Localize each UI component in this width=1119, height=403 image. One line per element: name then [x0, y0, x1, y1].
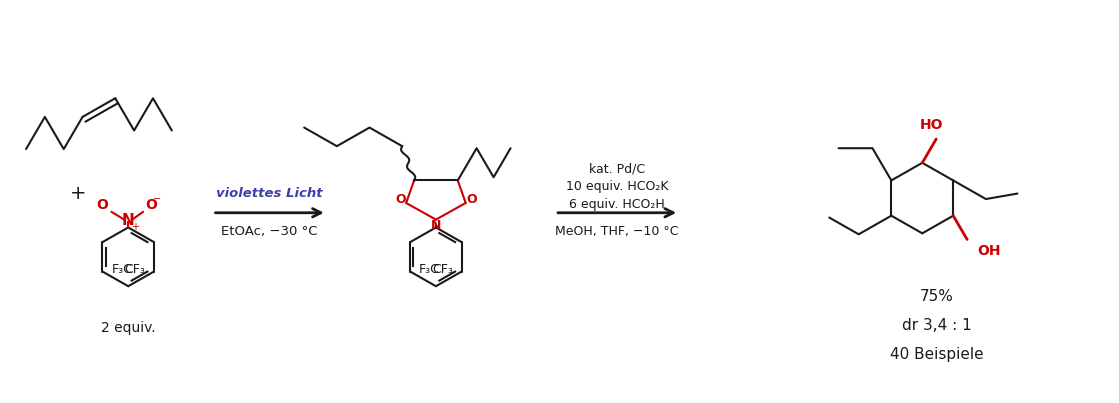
- Text: F₃C: F₃C: [111, 263, 132, 276]
- Text: +: +: [70, 184, 87, 203]
- Text: CF₃: CF₃: [124, 263, 145, 276]
- Text: O: O: [395, 193, 405, 206]
- Text: dr 3,4 : 1: dr 3,4 : 1: [902, 318, 972, 333]
- Text: 10 equiv. HCO₂K: 10 equiv. HCO₂K: [566, 180, 668, 193]
- Text: OH: OH: [977, 244, 1000, 258]
- Text: F₃C: F₃C: [419, 263, 440, 276]
- Text: N: N: [431, 219, 441, 232]
- Text: O: O: [145, 198, 157, 212]
- Text: N: N: [122, 213, 134, 228]
- Text: kat. Pd/C: kat. Pd/C: [589, 162, 646, 176]
- Text: EtOAc, −30 °C: EtOAc, −30 °C: [222, 226, 318, 239]
- Text: 75%: 75%: [920, 289, 955, 303]
- Text: CF₃: CF₃: [432, 263, 453, 276]
- Text: 2 equiv.: 2 equiv.: [101, 321, 156, 335]
- Text: MeOH, THF, −10 °C: MeOH, THF, −10 °C: [555, 226, 679, 239]
- Text: HO: HO: [920, 118, 943, 132]
- Text: O: O: [96, 198, 109, 212]
- Text: +: +: [131, 222, 139, 233]
- Text: 6 equiv. HCO₂H: 6 equiv. HCO₂H: [570, 198, 665, 211]
- Text: O: O: [467, 193, 477, 206]
- Text: −: −: [153, 194, 161, 204]
- Text: 40 Beispiele: 40 Beispiele: [891, 347, 984, 362]
- Text: violettes Licht: violettes Licht: [216, 187, 323, 200]
